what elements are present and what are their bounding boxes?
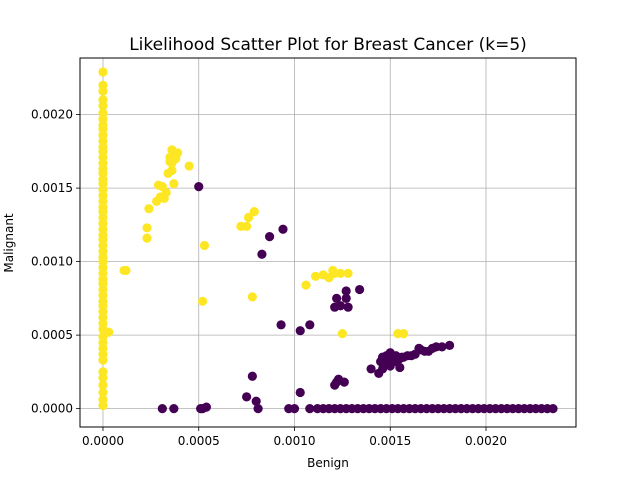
- scatter-point: [98, 401, 108, 411]
- scatter-point: [104, 327, 114, 337]
- y-tick-label: 0.0010: [31, 255, 73, 269]
- scatter-point: [98, 387, 108, 398]
- scatter-point: [247, 371, 257, 381]
- scatter-point: [197, 296, 208, 306]
- scatter-point: [276, 320, 286, 330]
- scatter-point: [157, 404, 167, 414]
- scatter-point: [343, 302, 353, 312]
- scatter-point: [305, 404, 315, 414]
- scatter-point: [242, 392, 252, 402]
- y-tick-label: 0.0000: [31, 402, 73, 416]
- scatter-point: [310, 271, 321, 281]
- scatter-point: [337, 329, 347, 339]
- x-tick-label: 0.0010: [273, 434, 315, 448]
- scatter-point: [201, 402, 211, 412]
- x-axis-ticks: 0.0000 0.0005 0.0010 0.0015 0.0020: [82, 427, 507, 448]
- plot-area: 0.0000 0.0005 0.0010 0.0015 0.0020 0.00000.0…: [31, 57, 577, 448]
- scatter-point: [295, 387, 305, 398]
- scatter-point: [399, 329, 409, 339]
- scatter-point: [247, 292, 257, 302]
- scatter-point: [173, 148, 183, 158]
- scatter-point: [395, 362, 405, 373]
- y-axis-ticks: 0.0000 0.0005 0.0010 0.0015 0.0020: [31, 108, 80, 416]
- scatter-point: [161, 187, 171, 198]
- scatter-point: [98, 380, 108, 390]
- scatter-point: [169, 404, 179, 414]
- scatter-point: [437, 342, 447, 352]
- x-tick-label: 0.0000: [82, 434, 124, 448]
- x-tick-label: 0.0020: [465, 434, 507, 448]
- scatter-point: [199, 240, 210, 251]
- scatter-point: [257, 249, 267, 259]
- scatter-point: [144, 204, 154, 214]
- scatter-point: [142, 233, 152, 243]
- scatter-point: [548, 404, 558, 414]
- scatter-point: [339, 377, 349, 387]
- plot-background: [80, 58, 576, 427]
- scatter-point: [385, 348, 395, 358]
- scatter-point: [98, 355, 108, 365]
- scatter-point: [169, 179, 179, 189]
- y-tick-label: 0.0005: [31, 328, 73, 342]
- scatter-point: [335, 268, 346, 278]
- scatter-point: [445, 340, 455, 351]
- scatter-point: [341, 286, 351, 296]
- scatter-point: [335, 301, 346, 311]
- scatter-point: [249, 207, 259, 217]
- x-axis-label: Benign: [307, 456, 349, 470]
- scatter-point: [142, 223, 152, 233]
- scatter-point: [243, 212, 254, 223]
- scatter-point: [98, 373, 108, 383]
- scatter-point: [341, 293, 351, 303]
- scatter-point: [167, 165, 177, 176]
- scatter-point: [98, 101, 108, 111]
- scatter-point: [98, 86, 108, 96]
- scatter-point: [165, 152, 175, 162]
- data-points: [98, 67, 558, 414]
- scatter-point: [366, 364, 376, 374]
- scatter-point: [301, 280, 311, 290]
- scatter-point: [354, 284, 365, 295]
- scatter-point: [295, 326, 305, 336]
- scatter-point: [121, 265, 131, 276]
- x-tick-label: 0.0005: [178, 434, 220, 448]
- scatter-point: [253, 404, 263, 414]
- scatter-point: [194, 182, 204, 192]
- plot-frame: [79, 57, 577, 428]
- scatter-point: [264, 232, 275, 242]
- y-axis-label: Malignant: [2, 213, 16, 273]
- scatter-point: [305, 320, 315, 330]
- scatter-point: [242, 221, 252, 231]
- scatter-point: [251, 396, 261, 406]
- scatter-point: [184, 161, 194, 171]
- scatter-point: [332, 293, 342, 303]
- scatter-point: [98, 67, 108, 77]
- x-tick-label: 0.0015: [369, 434, 411, 448]
- scatter-point: [278, 224, 288, 234]
- y-tick-label: 0.0015: [31, 181, 73, 195]
- scatter-point: [289, 404, 300, 414]
- scatter-point: [343, 268, 353, 278]
- y-tick-label: 0.0020: [31, 108, 73, 122]
- chart-title: Likelihood Scatter Plot for Breast Cance…: [129, 35, 527, 55]
